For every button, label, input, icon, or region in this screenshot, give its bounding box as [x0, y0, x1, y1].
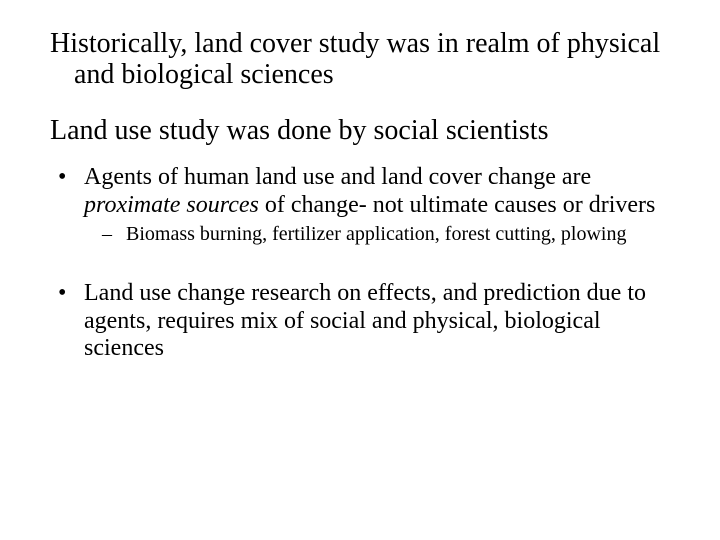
bullet-item-2: Land use change research on effects, and…	[50, 280, 670, 363]
bullet-1-emphasis: proximate sources	[84, 192, 259, 218]
bullet-list: Agents of human land use and land cover …	[50, 164, 670, 246]
bullet-1-text-pre: Agents of human land use and land cover …	[84, 164, 591, 190]
sub-bullet-list: Biomass burning, fertilizer application,…	[84, 223, 670, 246]
slide-content: Historically, land cover study was in re…	[0, 0, 720, 540]
intro-paragraph-1: Historically, land cover study was in re…	[50, 28, 670, 91]
bullet-1-text-post: of change- not ultimate causes or driver…	[259, 192, 656, 218]
intro-paragraph-2: Land use study was done by social scient…	[50, 115, 670, 146]
sub-bullet-item-1: Biomass burning, fertilizer application,…	[84, 223, 670, 246]
bullet-list-2: Land use change research on effects, and…	[50, 280, 670, 363]
bullet-item-1: Agents of human land use and land cover …	[50, 164, 670, 246]
vertical-spacer	[50, 254, 670, 280]
